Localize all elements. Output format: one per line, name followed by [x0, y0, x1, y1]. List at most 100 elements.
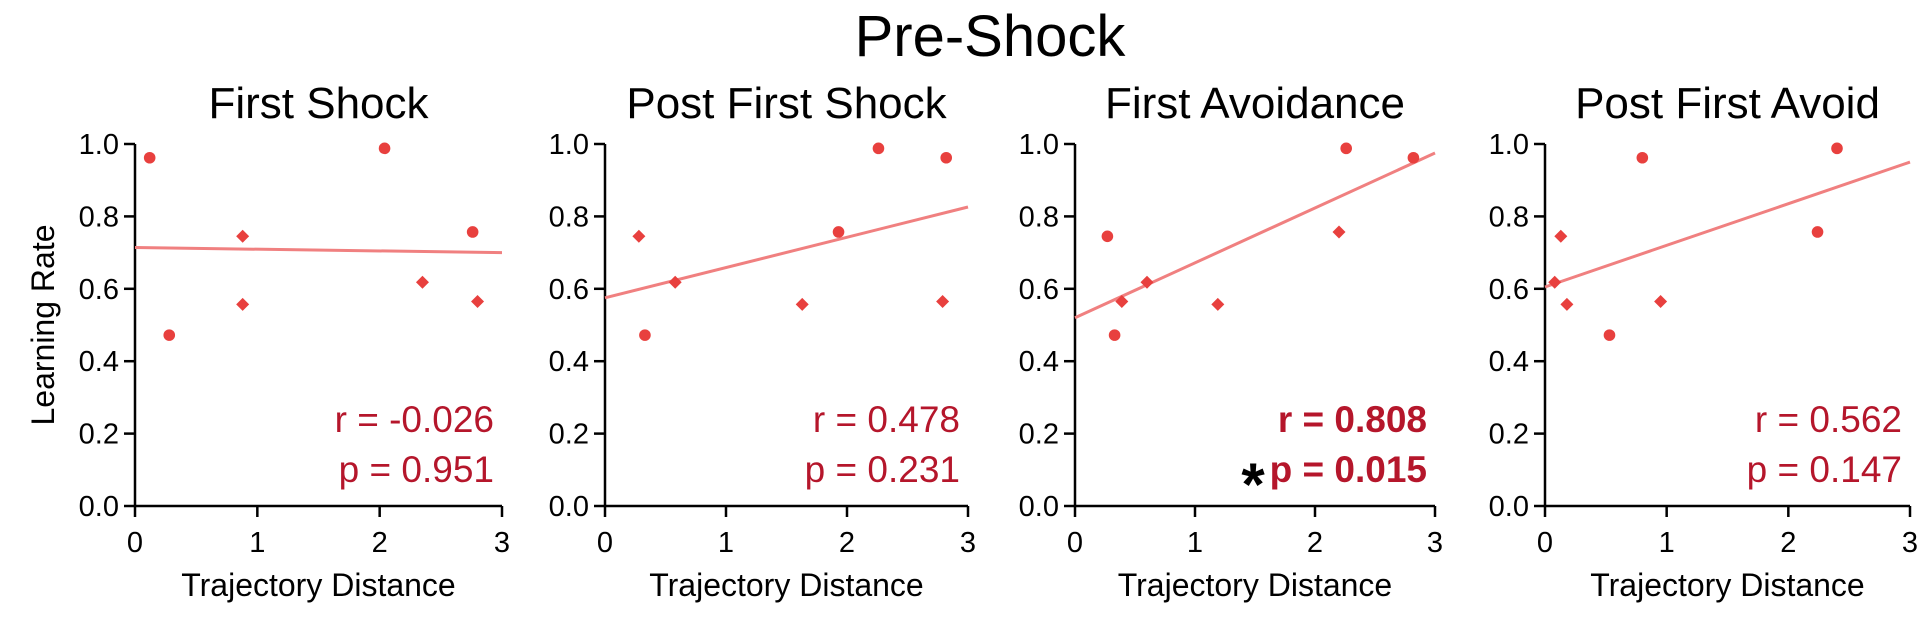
data-point-diamond: [236, 229, 250, 243]
y-axis-label: Learning Rate: [25, 224, 61, 425]
data-point-circle: [466, 226, 479, 238]
y-tick-label: 0.6: [1489, 274, 1529, 306]
x-tick-label: 3: [1902, 527, 1918, 559]
data-point-diamond: [1560, 297, 1574, 311]
panel-title: First Avoidance: [1105, 79, 1405, 128]
fit-line: [604, 205, 969, 300]
x-tick-label: 3: [1427, 527, 1443, 559]
fit-line: [1074, 151, 1436, 320]
fit-line: [134, 246, 503, 255]
y-tick-label: 1.0: [1019, 129, 1059, 161]
p-value: p = 0.951: [339, 449, 494, 490]
x-tick-label: 3: [960, 527, 976, 559]
x-tick-label: 1: [249, 527, 265, 559]
data-point-circle: [163, 329, 176, 341]
y-tick-label: 1.0: [79, 129, 119, 161]
y-tick-label: 0.8: [1489, 201, 1529, 233]
data-point-diamond: [236, 297, 250, 311]
x-tick-label: 2: [839, 527, 855, 559]
x-tick-label: 0: [597, 527, 613, 559]
data-point-diamond: [668, 275, 682, 289]
data-point-diamond: [1140, 275, 1154, 289]
panel-1: First Shock 0.0 0.2 0.4 0.6 0.8 1.0 0 1 2 3 Traject…: [25, 79, 510, 603]
fit-line: [1544, 160, 1911, 289]
r-value: r = 0.562: [1755, 399, 1902, 440]
y-tick-label: 1.0: [1489, 129, 1529, 161]
x-axis-label: Trajectory Distance: [181, 567, 455, 603]
x-axis-label: Trajectory Distance: [1118, 567, 1392, 603]
data-point-diamond: [415, 275, 429, 289]
data-point-circle: [832, 226, 845, 238]
y-tick-label: 0.2: [1019, 419, 1059, 451]
y-tick-label: 0.8: [79, 201, 119, 233]
panel-title: Post First Shock: [626, 79, 947, 128]
panel-4: Post First Avoid 0.0 0.2 0.4 0.6 0.8 1.0 0 1 2 3 Tr…: [1489, 79, 1918, 603]
y-tick-label: 0.6: [549, 274, 589, 306]
x-tick-label: 3: [494, 527, 510, 559]
data-point-diamond: [1554, 229, 1568, 243]
y-tick-label: 0.8: [549, 201, 589, 233]
data-point-circle: [940, 151, 953, 164]
data-point-circle: [1811, 226, 1824, 238]
panel-2: Post First Shock 0.0 0.2 0.4 0.6 0.8 1.0 0 1 2 3 Tr…: [549, 79, 976, 603]
x-tick-label: 2: [1780, 527, 1796, 559]
y-tick-label: 0.0: [549, 491, 589, 523]
y-tick-label: 0.4: [1489, 346, 1529, 378]
y-tick-label: 0.6: [79, 274, 119, 306]
y-tick-label: 0.4: [1019, 346, 1059, 378]
y-tick-label: 0.4: [549, 346, 589, 378]
data-point-diamond: [1211, 297, 1225, 311]
data-point-circle: [872, 142, 885, 155]
x-tick-label: 0: [127, 527, 143, 559]
y-tick-label: 0.4: [79, 346, 119, 378]
panels: First Shock 0.0 0.2 0.4 0.6 0.8 1.0 0 1 2 3 Traject…: [25, 79, 1918, 603]
data-point-circle: [1636, 151, 1649, 164]
x-axis-label: Trajectory Distance: [1590, 567, 1864, 603]
y-tick-label: 1.0: [549, 129, 589, 161]
data-point-circle: [1831, 142, 1843, 155]
data-point-circle: [1108, 329, 1121, 341]
x-tick-label: 2: [372, 527, 388, 559]
data-point-circle: [1407, 151, 1420, 164]
y-tick-label: 0.0: [1019, 491, 1059, 523]
data-point-circle: [1101, 230, 1114, 243]
data-point-circle: [1603, 329, 1616, 341]
x-axis-label: Trajectory Distance: [649, 567, 923, 603]
data-point-diamond: [471, 294, 485, 308]
p-value: p = 0.147: [1747, 449, 1902, 490]
y-tick-label: 0.2: [1489, 419, 1529, 451]
data-point-circle: [143, 151, 156, 164]
figure-title: Pre-Shock: [855, 4, 1127, 69]
data-point-diamond: [632, 229, 646, 243]
data-point-diamond: [936, 294, 950, 308]
data-point-circle: [639, 329, 651, 341]
data-point-diamond: [1654, 294, 1668, 308]
p-value: p = 0.015: [1270, 449, 1427, 490]
x-tick-label: 0: [1537, 527, 1553, 559]
r-value: r = 0.808: [1278, 399, 1427, 440]
significance-star: *: [1241, 451, 1265, 518]
data-point-diamond: [795, 297, 809, 311]
data-point-circle: [1340, 142, 1352, 155]
p-value: p = 0.231: [805, 449, 960, 490]
x-tick-label: 2: [1307, 527, 1323, 559]
data-point-diamond: [1115, 294, 1129, 308]
data-point-diamond: [1332, 225, 1346, 239]
r-value: r = -0.026: [335, 399, 494, 440]
panel-title: Post First Avoid: [1575, 79, 1880, 128]
y-tick-label: 0.0: [1489, 491, 1529, 523]
panel-title: First Shock: [208, 79, 429, 128]
x-tick-label: 1: [1659, 527, 1675, 559]
y-tick-label: 0.2: [79, 419, 119, 451]
x-tick-label: 1: [718, 527, 734, 559]
x-tick-label: 1: [1187, 527, 1203, 559]
data-point-diamond: [1548, 275, 1562, 289]
y-tick-label: 0.6: [1019, 274, 1059, 306]
r-value: r = 0.478: [813, 399, 960, 440]
x-tick-label: 0: [1067, 527, 1083, 559]
panel-3: First Avoidance 0.0 0.2 0.4 0.6 0.8 1.0 0 1 2 3 Tra…: [1019, 79, 1443, 603]
data-point-circle: [378, 142, 391, 155]
y-tick-label: 0.8: [1019, 201, 1059, 233]
y-tick-label: 0.2: [549, 419, 589, 451]
